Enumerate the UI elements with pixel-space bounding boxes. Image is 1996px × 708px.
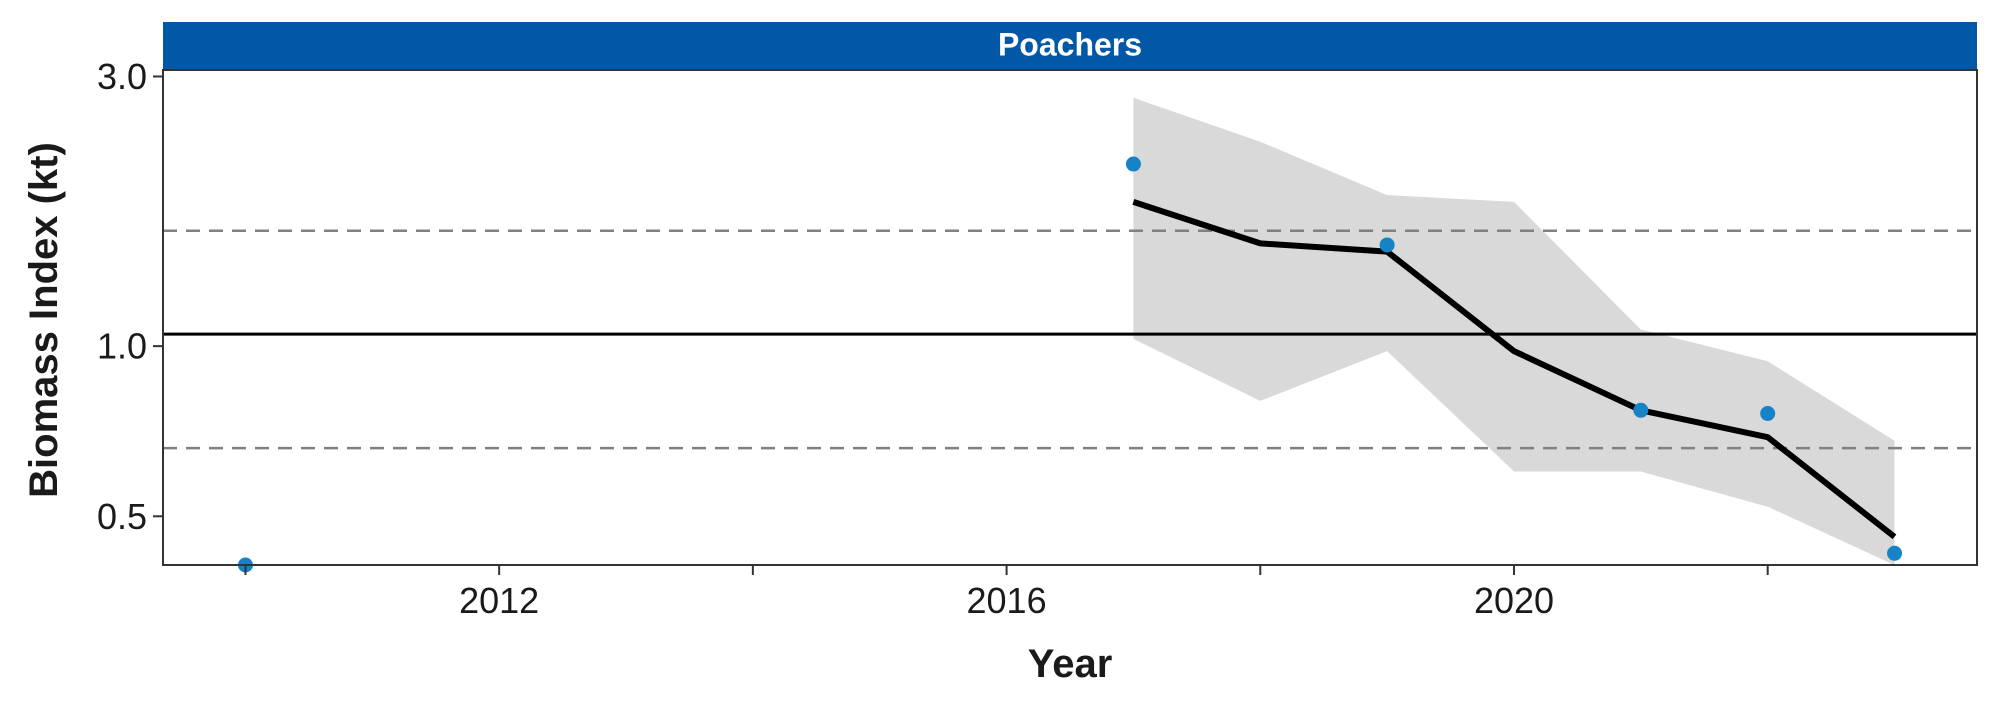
y-axis-title: Biomass Index (kt) [22, 142, 66, 498]
data-point [1887, 545, 1903, 561]
y-tick-label: 3.0 [97, 56, 147, 97]
data-point [1760, 406, 1776, 422]
data-point [1379, 237, 1395, 253]
panel-strip [163, 22, 1977, 70]
fitted-line [1132, 199, 1897, 540]
data-point [1125, 156, 1141, 172]
plot-area [162, 69, 1978, 573]
y-axis: 0.5 1.0 3.0 [97, 56, 163, 537]
y-tick-label: 1.0 [97, 326, 147, 367]
x-tick-label: 2012 [459, 580, 539, 621]
y-tick-label: 0.5 [97, 496, 147, 537]
x-tick-label: 2016 [967, 580, 1047, 621]
panel-title: Poachers [998, 26, 1142, 62]
x-tick-label: 2020 [1474, 580, 1554, 621]
x-axis-title: Year [1028, 642, 1113, 686]
confidence-band [1133, 97, 1895, 566]
panel-border [162, 69, 1978, 566]
data-point [1633, 402, 1649, 418]
x-axis: 2012 2016 2020 [244, 565, 1769, 621]
